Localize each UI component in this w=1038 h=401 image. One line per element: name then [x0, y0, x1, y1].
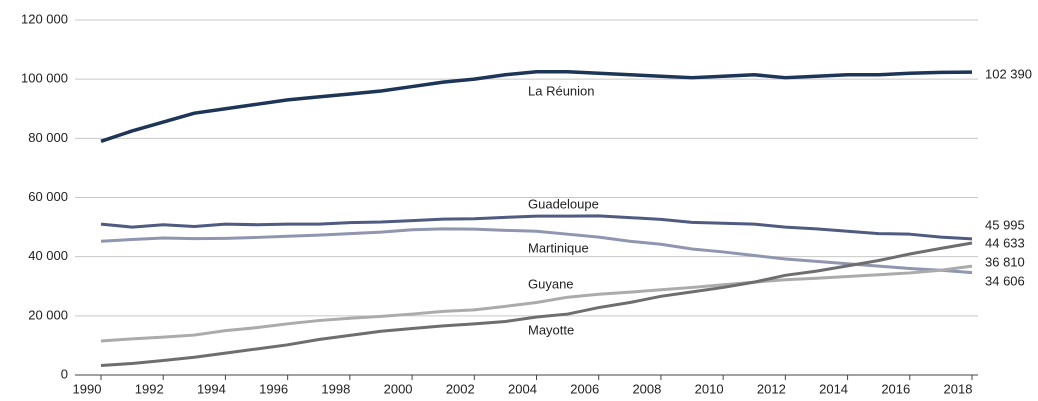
y-tick-label: 60 000 — [28, 189, 68, 204]
x-tick-label: 2008 — [632, 381, 661, 396]
value-label: 34 606 — [985, 273, 1025, 288]
x-tick-label: 2014 — [819, 381, 848, 396]
value-label: 44 633 — [985, 235, 1025, 250]
y-tick-label: 120 000 — [21, 11, 68, 26]
series-line — [100, 214, 973, 241]
x-tick-label: 1994 — [197, 381, 226, 396]
series-label: La Réunion — [528, 83, 595, 98]
value-label: 36 810 — [985, 254, 1025, 269]
x-tick-label: 2016 — [881, 381, 910, 396]
x-tick-label: 2018 — [944, 381, 973, 396]
x-tick-label: 1996 — [259, 381, 288, 396]
y-tick-label: 0 — [61, 366, 68, 381]
x-tick-label: 1998 — [321, 381, 350, 396]
x-tick-label: 1990 — [73, 381, 102, 396]
series-label: Martinique — [528, 240, 589, 255]
x-tick-label: 1992 — [135, 381, 164, 396]
value-label: 45 995 — [985, 217, 1025, 232]
series-line — [100, 227, 973, 275]
x-tick-label: 2004 — [508, 381, 537, 396]
x-tick-label: 2002 — [446, 381, 475, 396]
y-tick-label: 80 000 — [28, 130, 68, 145]
series-line — [100, 264, 973, 343]
value-label: 102 390 — [985, 66, 1032, 81]
y-tick-label: 40 000 — [28, 248, 68, 263]
y-tick-label: 20 000 — [28, 307, 68, 322]
series-line — [100, 70, 973, 143]
series-label: Guadeloupe — [528, 196, 599, 211]
x-tick-label: 2012 — [757, 381, 786, 396]
y-tick-label: 100 000 — [21, 71, 68, 86]
series-label: Guyane — [528, 276, 574, 291]
series-label: Mayotte — [528, 322, 574, 337]
x-tick-label: 2006 — [570, 381, 599, 396]
x-tick-label: 2010 — [695, 381, 724, 396]
series-line — [100, 241, 973, 368]
x-tick-label: 2000 — [384, 381, 413, 396]
